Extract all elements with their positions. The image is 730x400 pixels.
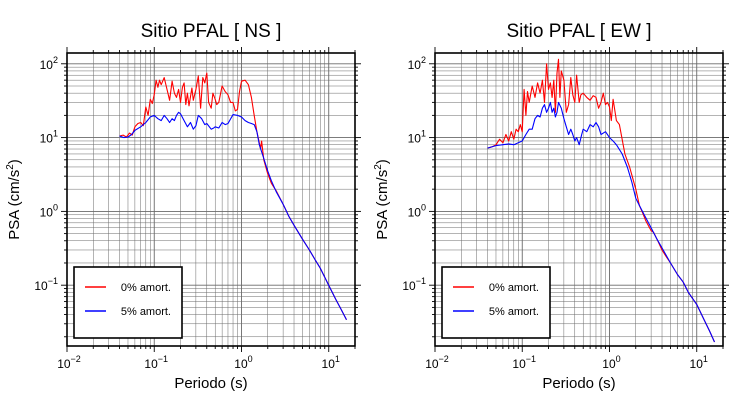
plot-frame — [434, 52, 724, 347]
x-tick-label: 100 — [602, 354, 620, 371]
chart-title: Sitio PFAL [ EW ] — [506, 21, 651, 42]
grid — [67, 53, 355, 346]
legend-label: 0% amort. — [121, 282, 171, 294]
x-tick-label: 10−2 — [425, 354, 449, 371]
x-tick-label: 101 — [690, 354, 708, 371]
y-tick-label: 101 — [408, 129, 426, 146]
x-axis-label: Periodo (s) — [542, 375, 615, 392]
y-axis-label: PSA (cm/s2) — [373, 159, 391, 240]
chart-title: Sitio PFAL [ NS ] — [141, 21, 282, 42]
series-line-amort-5 — [487, 101, 716, 343]
x-tick-label: 10−2 — [57, 354, 81, 371]
y-tick-label: 101 — [40, 129, 58, 146]
legend-box — [441, 266, 551, 339]
legend-box — [73, 266, 183, 339]
x-axis-label: Periodo (s) — [174, 375, 247, 392]
y-tick-label: 10−1 — [34, 276, 58, 293]
legend-label: 5% amort. — [121, 306, 171, 318]
legend: 0% amort. 5% amort. — [73, 266, 183, 339]
legend-label: 0% amort. — [489, 282, 539, 294]
series-line-amort-5 — [119, 111, 347, 321]
y-tick-label: 100 — [408, 202, 426, 219]
chart-panel-ns: Sitio PFAL [ NS ] 10−2 10−1 100 101 10−1 100 10… — [5, 21, 361, 392]
series-line-amort-0 — [119, 72, 347, 321]
x-tick-label: 101 — [322, 354, 340, 371]
x-tick-label: 100 — [234, 354, 252, 371]
y-axis-label: PSA (cm/s2) — [5, 159, 23, 240]
legend-label: 5% amort. — [489, 306, 539, 318]
y-tick-label: 100 — [40, 202, 58, 219]
plot-frame — [66, 52, 356, 347]
legend: 0% amort. 5% amort. — [441, 266, 551, 339]
x-tick-label: 10−1 — [512, 354, 536, 371]
chart-panel-ew: Sitio PFAL [ EW ] 10−2 10−1 100 101 10−1 100 10… — [373, 21, 729, 392]
y-tick-label: 102 — [408, 55, 426, 72]
x-tick-label: 10−1 — [144, 354, 168, 371]
series-line-amort-0 — [487, 58, 716, 343]
y-tick-label: 10−1 — [402, 276, 426, 293]
y-tick-label: 102 — [40, 55, 58, 72]
